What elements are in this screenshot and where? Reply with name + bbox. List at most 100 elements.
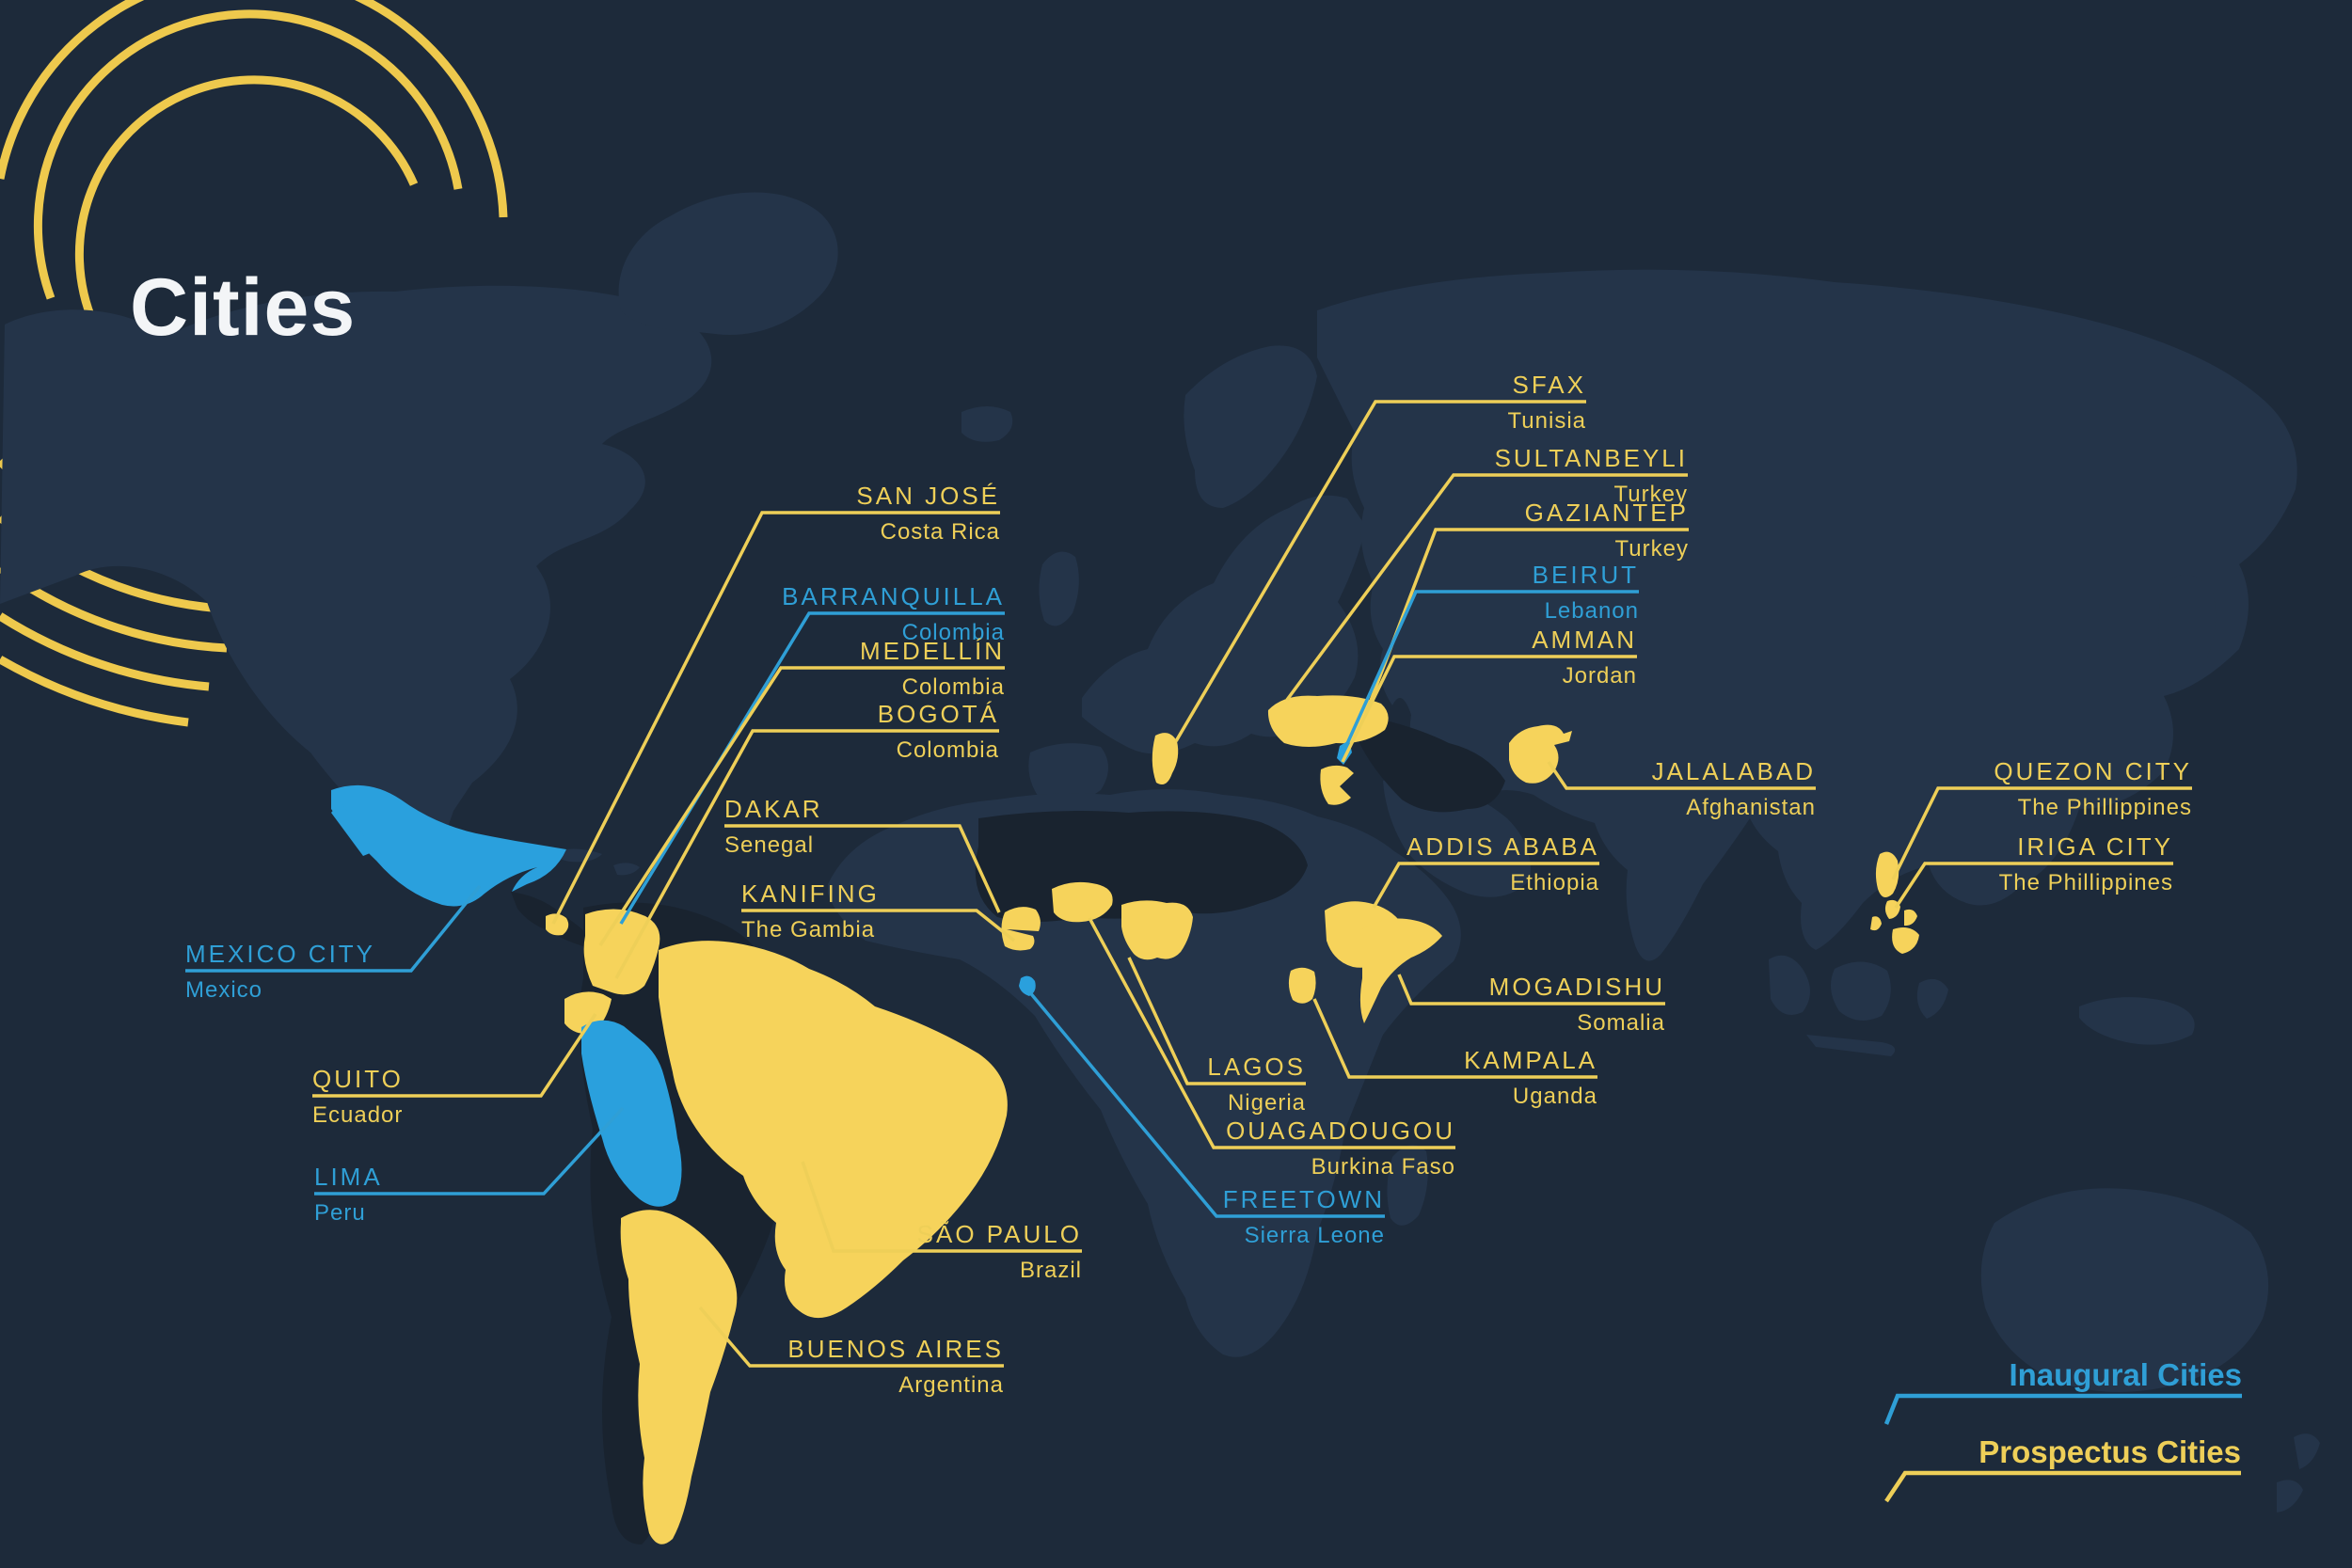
- city-label-beirut: BEIRUT Lebanon: [1533, 561, 1639, 623]
- island-borneo: [1831, 961, 1891, 1021]
- country-name: Mexico: [185, 977, 263, 1003]
- city-label-san-jose: SAN JOSÉ Costa Rica: [856, 482, 1000, 544]
- city-name: DAKAR: [724, 795, 823, 823]
- leader-line-freetown: [1026, 989, 1385, 1218]
- city-label-lima: LIMA Peru: [314, 1163, 383, 1225]
- city-label-sultanbeyli: SULTANBEYLI Turkey: [1495, 444, 1688, 506]
- country-brazil: [659, 941, 1008, 1319]
- city-label-barranquilla: BARRANQUILLA Colombia: [782, 582, 1005, 644]
- leader-line-sultanbeyli: [1285, 473, 1688, 702]
- leader-line-sfax: [1174, 400, 1586, 742]
- country-argentina: [620, 1210, 738, 1544]
- arc-top-1: [74, 75, 419, 326]
- region-scandinavia: [1184, 345, 1317, 508]
- country-name: Burkina Faso: [1311, 1154, 1455, 1180]
- leader-line-bogota: [614, 729, 999, 979]
- leader-line-ouagadougou: [1088, 917, 1455, 1149]
- country-name: Sierra Leone: [1244, 1223, 1385, 1248]
- city-label-quito: QUITO Ecuador: [312, 1065, 404, 1127]
- city-name: JALALABAD: [1651, 757, 1816, 785]
- city-name: SÃO PAULO: [916, 1220, 1082, 1248]
- island-sulawesi: [1916, 978, 1948, 1019]
- leader-line-amman: [1341, 655, 1637, 763]
- region-baja-california: [331, 801, 374, 856]
- city-name: AMMAN: [1532, 626, 1637, 654]
- country-name: Senegal: [724, 832, 815, 858]
- city-name: BOGOTÁ: [877, 700, 999, 728]
- country-name: Lebanon: [1544, 598, 1639, 624]
- arc-left-4: [0, 612, 210, 691]
- city-name: IRIGA CITY: [2017, 832, 2173, 861]
- country-name: Uganda: [1512, 1084, 1597, 1109]
- city-name: LIMA: [314, 1163, 383, 1191]
- country-burkina-faso: [1052, 881, 1113, 923]
- leader-line-quito: [312, 1013, 597, 1098]
- continents: [0, 192, 2320, 1544]
- page-title: Cities: [130, 262, 357, 353]
- city-label-addis-ababa: ADDIS ABABA Ethiopia: [1406, 832, 1599, 895]
- leader-line-medellin: [598, 666, 1005, 946]
- city-name: SULTANBEYLI: [1494, 444, 1688, 472]
- leader-line-iriga-city: [1894, 862, 2173, 909]
- city-label-dakar: DAKAR Senegal: [724, 795, 823, 857]
- country-turkey: [1267, 695, 1389, 747]
- city-label-kanifing: KANIFING The Gambia: [741, 879, 880, 942]
- region-levant-iran: [1359, 715, 1505, 813]
- country-name: Ethiopia: [1510, 870, 1599, 895]
- island-madagascar: [1387, 1145, 1428, 1226]
- city-name: BARRANQUILLA: [782, 582, 1005, 610]
- country-costa-rica: [546, 913, 569, 936]
- city-label-gaziantep: GAZIANTEP Turkey: [1525, 499, 1689, 561]
- leader-line-lima: [314, 1106, 625, 1196]
- city-name: KANIFING: [741, 879, 880, 908]
- island-java: [1806, 1035, 1896, 1056]
- city-name: BEIRUT: [1532, 561, 1639, 589]
- leader-line-sao-paulo: [801, 1161, 1082, 1253]
- city-label-amman: AMMAN Jordan: [1532, 626, 1637, 688]
- city-name: BUENOS AIRES: [787, 1335, 1004, 1363]
- city-label-medellin: MEDELLÍN Colombia: [860, 637, 1005, 699]
- country-name: Argentina: [898, 1372, 1004, 1398]
- country-name: Nigeria: [1227, 1090, 1306, 1116]
- city-name: QUEZON CITY: [1994, 757, 2192, 785]
- country-name: Costa Rica: [880, 519, 1000, 545]
- city-label-mexico-city: MEXICO CITY Mexico: [185, 940, 375, 1002]
- country-jordan: [1320, 765, 1354, 805]
- city-label-buenos-aires: BUENOS AIRES Argentina: [787, 1335, 1004, 1397]
- country-name: The Gambia: [741, 917, 876, 942]
- city-name: OUAGADOUGOU: [1226, 1117, 1455, 1145]
- country-name: The Phillippines: [1998, 870, 2173, 895]
- legend-prospectus-cities: Prospectus Cities: [1979, 1434, 2241, 1469]
- country-tunisia: [1152, 733, 1179, 785]
- country-uganda: [1288, 967, 1316, 1004]
- country-name: Tunisia: [1507, 408, 1586, 434]
- city-name: SAN JOSÉ: [856, 482, 1000, 510]
- leader-line-dakar: [724, 824, 1001, 913]
- city-label-ouagadougou: OUAGADOUGOU Burkina Faso: [1226, 1117, 1455, 1179]
- city-label-quezon-city: QUEZON CITY The Phillippines: [1994, 757, 2192, 819]
- continent-north-america: [0, 285, 712, 877]
- country-name: Colombia: [901, 674, 1005, 700]
- island-sumatra: [1769, 955, 1810, 1015]
- city-label-bogota: BOGOTÁ Colombia: [878, 700, 999, 762]
- city-name: LAGOS: [1207, 1053, 1306, 1081]
- city-label-lagos: LAGOS Nigeria: [1207, 1053, 1306, 1115]
- leader-line-kanifing: [741, 909, 1016, 942]
- leader-line-san-jose: [551, 511, 1000, 925]
- city-name: KAMPALA: [1464, 1046, 1597, 1074]
- city-name: ADDIS ABABA: [1406, 832, 1599, 861]
- legend-inaugural-cities: Inaugural Cities: [2009, 1357, 2242, 1392]
- country-name: The Phillippines: [2017, 795, 2192, 820]
- leader-line-kampala: [1312, 998, 1597, 1079]
- leader-line-mexico-city: [185, 884, 482, 973]
- island-cuba-hispaniola: [551, 848, 640, 876]
- country-philippines: [1870, 851, 1919, 954]
- country-peru: [581, 1020, 682, 1207]
- leader-line-barranquilla: [619, 611, 1005, 925]
- highlighted-countries: [331, 695, 1919, 1544]
- city-name: MOGADISHU: [1488, 973, 1665, 1001]
- country-name: Turkey: [1614, 536, 1689, 562]
- country-sierra-leone: [1019, 975, 1036, 996]
- city-name: FREETOWN: [1222, 1185, 1385, 1213]
